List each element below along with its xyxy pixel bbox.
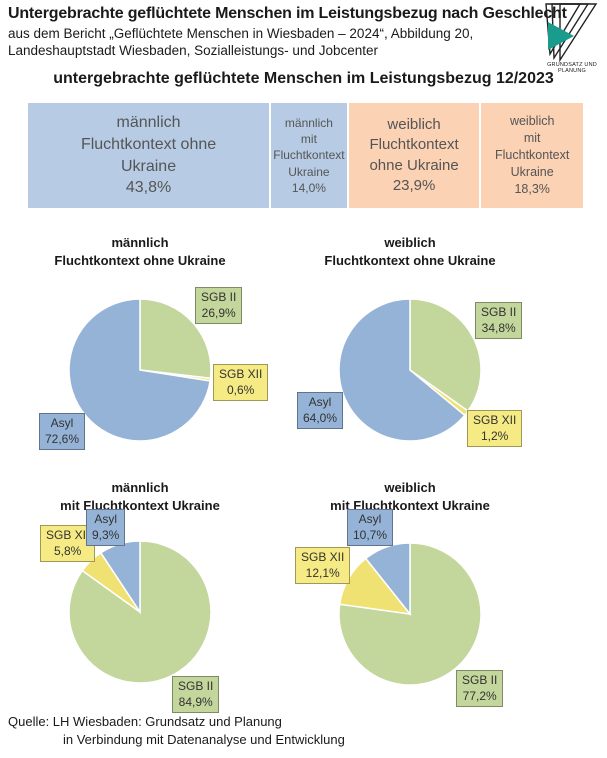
treemap-segment: weiblich mit Fluchtkontext Ukraine 18,3%: [481, 103, 583, 208]
overview-treemap: männlich Fluchtkontext ohne Ukraine 43,8…: [28, 103, 583, 208]
treemap-segment: weiblich Fluchtkontext ohne Ukraine 23,9…: [348, 103, 480, 208]
treemap-segment: männlich Fluchtkontext ohne Ukraine 43,8…: [28, 103, 270, 208]
treemap-segment: männlich mit Fluchtkontext Ukraine 14,0%: [271, 103, 347, 208]
pie-slice-asyl: [364, 542, 411, 617]
treemap-segment-label: weiblich mit Fluchtkontext Ukraine 18,3%: [495, 114, 570, 196]
pie-slice-sgb2: [139, 298, 212, 380]
logo-text: GRUNDSATZ UND PLANUNG: [547, 62, 597, 74]
pie-slice-sgb2: [409, 298, 482, 413]
logo: GRUNDSATZ UND PLANUNG: [538, 2, 606, 74]
treemap-segment-label: männlich mit Fluchtkontext Ukraine 14,0%: [273, 116, 345, 195]
overview-chart-title: untergebrachte geflüchtete Menschen im L…: [53, 70, 554, 87]
source-line-2: in Verbindung mit Datenanalyse und Entwi…: [63, 732, 345, 747]
treemap-segment-label: männlich Fluchtkontext ohne Ukraine 43,8…: [80, 114, 217, 197]
subtitle-line-1: aus dem Bericht „Geflüchtete Menschen in…: [8, 26, 474, 41]
pie-slice-asyl: [338, 298, 466, 442]
source-line-1: Quelle: LH Wiesbaden: Grundsatz und Plan…: [8, 714, 282, 729]
subtitle-line-2: Landeshauptstadt Wiesbaden, Sozialleistu…: [8, 43, 378, 58]
logo-icon: [545, 3, 598, 63]
treemap-segment-label: weiblich Fluchtkontext ohne Ukraine 23,9…: [369, 116, 459, 194]
page-title: Untergebrachte geflüchtete Menschen im L…: [8, 5, 567, 22]
pie-slice-asyl: [68, 298, 212, 442]
